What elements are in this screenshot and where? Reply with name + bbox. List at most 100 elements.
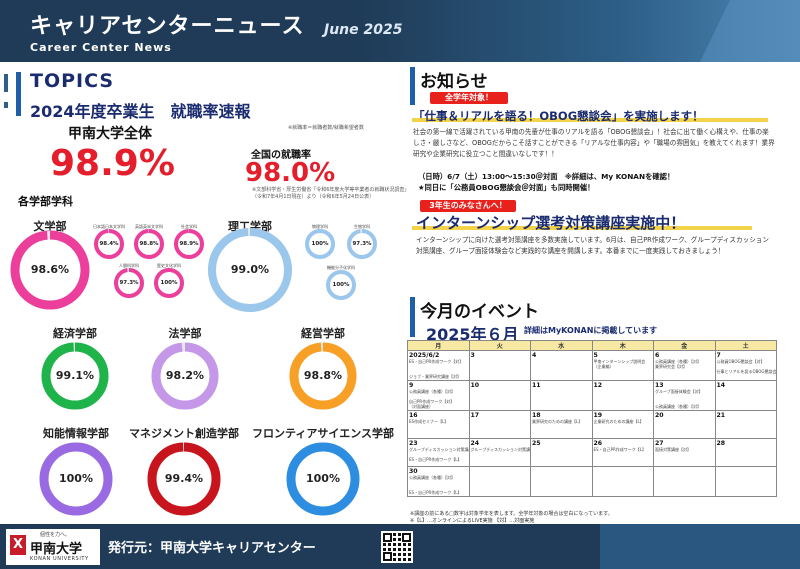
calendar-event[interactable]: 業界研究のための講座【L】 [532,419,583,424]
calendar-day[interactable]: 11 [530,380,593,411]
faculty-4-ring-fill [289,342,357,410]
calendar-day[interactable]: 21 [714,410,777,439]
calendar-event[interactable]: 自己PR作成ワーク【対】 [409,399,455,404]
faculty-0-label: 文学部 [33,220,67,233]
calendar-event[interactable]: 業界研究会【対】 [655,364,687,369]
faculty-6-label: マネジメント創造学部 [129,427,239,440]
calendar-event[interactable] [532,374,591,379]
sub-dept-0-label: 日本語日本文学科 [93,224,125,229]
calendar-event[interactable]: 仕事とリアルを語るOBOG懇談会【対】 [716,369,777,374]
calendar-day[interactable]: 12 [591,380,654,411]
calendar-day[interactable] [591,466,654,497]
news1-title: 「仕事＆リアルを語る！OBOG懇談会」を実施します！ [413,109,704,123]
calendar-day[interactable]: 19 企業研究のための講座【L】 [591,410,654,439]
calendar-event[interactable]: 公務員講座（各種）【対】 [655,404,701,409]
calendar-day[interactable]: 20 [653,410,716,439]
calendar-day[interactable] [714,466,777,497]
faculty-2-ring [41,342,109,410]
calendar-event[interactable]: 企業研究のための講座【L】 [593,419,644,424]
news2-title: インターンシップ選考対策講座実施中！ [416,214,686,232]
calendar-week: 30 公務員講座（各種）【対】 ES・自己PR作成ワーク【L】 [407,466,777,497]
sub-dept-2-value: 98.9% [179,240,199,247]
calendar-week: 16 ES作成セミナー【L】 17 18 業界研究のための講座【L】 19 企業研究のための… [407,410,777,439]
faculty-5-ring [39,442,113,516]
calendar-event[interactable]: ES・自己PR作成ワーク【L】 [409,490,462,495]
calendar-day[interactable]: 27 面接対策講座【対】 [653,438,716,467]
calendar-day[interactable]: 16 ES作成セミナー【L】 [407,410,470,439]
calendar-day[interactable]: 28 [714,438,777,467]
calendar-day[interactable] [530,466,593,497]
news-heading: お知らせ [420,72,488,92]
calendar-event[interactable]: ES・自己PR作成ワーク【対】 [409,359,464,364]
calendar-event[interactable]: （対面講座） [409,404,433,409]
calendar-event[interactable]: ES・自己PR作成ワーク【L】 [593,447,647,452]
sub-dept-0-ring [94,229,124,259]
calendar-event[interactable]: グループ面接体験会【対】 [655,389,703,394]
day-number: 30 [409,468,418,475]
calendar-event[interactable]: 面接対策講座【対】 [655,447,691,452]
calendar-day[interactable]: 6 公務員講座（各種）【対】 業界研究会【対】 [653,350,716,381]
calendar-day[interactable]: 13 グループ面接体験会【対】 公務員講座（各種）【対】 [653,380,716,411]
logo-motto: 個性を力へ。 [40,532,71,538]
calendar-event[interactable]: 公務員講座（各種）【対】 [409,475,455,480]
news2-body: インターンシップに向けた選考対策講座を多数実施しています。6月は、自己PR作成ワ… [416,236,769,255]
faculty-2-label: 経済学部 [53,327,97,340]
newsletter-subtitle: Career Center News [30,41,172,54]
sub-dept-6-label: 生物学科 [354,224,370,229]
calendar-day[interactable]: 4 [530,350,593,381]
sub-dept-1-ring-fill [134,229,164,259]
day-number: 24 [470,440,480,447]
weekday-header: 土 [714,340,777,351]
sub-dept-6-value: 97.3% [352,240,372,247]
calendar-event[interactable]: 公務員OBOG懇談会【対】 [716,359,765,364]
calendar-day[interactable]: 3 [468,350,531,381]
topics-subheading: 2024年度卒業生 就職率速報 [30,102,251,121]
calendar-event[interactable]: （企業編） [593,364,614,369]
calendar-event[interactable]: 甲南インターンシップ説明会 [593,359,646,364]
national-rate: 98.0% [245,158,336,188]
faculty-0-ring [10,230,90,310]
faculty-1-ring-fill [208,228,292,312]
calendar-day[interactable]: 5 甲南インターンシップ説明会 （企業編） [591,350,654,381]
calendar-day[interactable] [653,466,716,497]
calendar-week: 23グループディスカッション対策講座【L】 ES・自己PR作成ワーク【L】24グ… [407,438,777,467]
faculty-5-ring-fill [39,442,113,516]
calendar-event[interactable]: ES作成セミナー【L】 [409,419,449,424]
faculty-7-value: 100% [306,472,340,486]
calendar-day[interactable]: 24グループディスカッション対策講座【対】 [468,438,531,467]
news-accent-bar [410,67,415,105]
sub-dept-7-ring [326,270,356,300]
day-number: 7 [716,352,721,359]
calendar-day[interactable]: 10 [468,380,531,411]
sub-dept-5-label: 物理学科 [312,224,328,229]
calendar-day[interactable] [468,466,531,497]
calendar-day[interactable]: 18 業界研究のための講座【L】 [530,410,593,439]
sub-dept-1-value: 98.8% [139,240,159,247]
calendar-event[interactable]: 公務員講座（各種）【対】 [655,359,701,364]
calendar-event[interactable]: ジョブ・業界研究講座【対】 [409,374,461,379]
faculty-4-label: 経営学部 [301,327,345,340]
day-number: 28 [716,440,726,447]
calendar-day[interactable]: 25 [530,438,593,467]
faculty-4-ring [289,342,357,410]
calendar-day[interactable]: 17 [468,410,531,439]
weekday-header: 金 [653,340,716,351]
calendar-day[interactable]: 2025/6/2 ES・自己PR作成ワーク【対】 ジョブ・業界研究講座【対】 [407,350,470,381]
faculty-7-label: フロンティアサイエンス学部 [251,427,394,440]
calendar-event[interactable]: ES・自己PR作成ワーク【L】 [409,457,462,462]
newsletter-title: キャリアセンターニュース [30,14,305,39]
calendar-day[interactable]: 23グループディスカッション対策講座【L】 ES・自己PR作成ワーク【L】 [407,438,470,467]
sub-dept-4-label: 歴史文化学科 [157,263,181,268]
sub-dept-6-ring-fill [347,229,377,259]
calendar-event[interactable]: グループディスカッション対策講座【対】 [470,447,530,452]
calendar-day[interactable]: 30 公務員講座（各種）【対】 ES・自己PR作成ワーク【L】 [407,466,470,497]
calendar-event[interactable]: グループディスカッション対策講座【L】 [409,447,469,452]
sub-dept-5-value: 100% [311,240,329,247]
calendar-day[interactable]: 9 公務員講座（各種）【対】 自己PR作成ワーク【対】 （対面講座） [407,380,470,411]
calendar-event[interactable]: 公務員講座（各種）【対】 [409,389,455,394]
calendar-day[interactable]: 14 [714,380,777,411]
calendar-day[interactable]: 26 ES・自己PR作成ワーク【L】 [591,438,654,467]
faculty-5-label: 知能情報学部 [43,427,109,440]
qr-code-icon[interactable] [381,531,413,563]
